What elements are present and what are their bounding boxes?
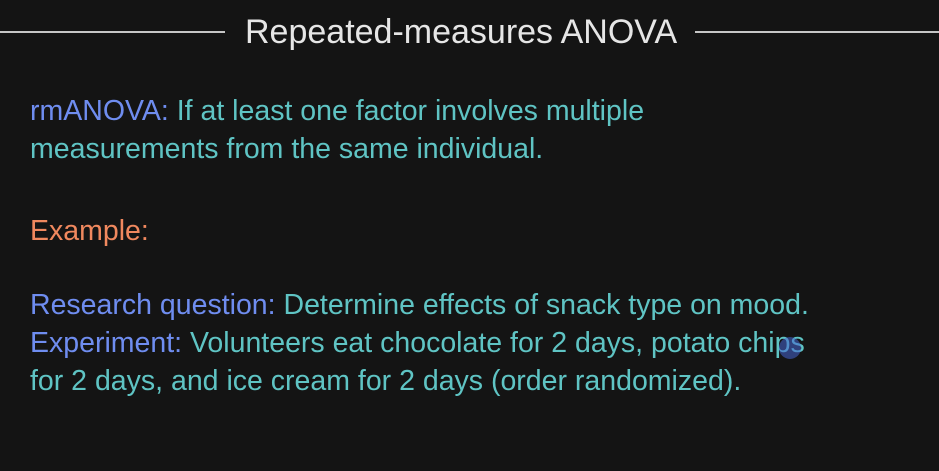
spacer [30,168,930,212]
research-question-text: Determine effects of snack type on mood. [275,289,809,321]
title-rule-right [695,31,939,33]
research-question-line: Research question: Determine effects of … [30,286,930,324]
research-question-label: Research question: [30,289,276,321]
experiment-line-1: Experiment: Volunteers eat chocolate for… [30,324,930,362]
experiment-line-2: for 2 days, and ice cream for 2 days (or… [30,365,742,397]
slide-title: Repeated-measures ANOVA [245,12,678,51]
definition-text: If at least one factor involves multiple [168,95,645,127]
title-rule-left [0,31,225,33]
experiment-label: Experiment: [30,327,183,359]
definition-line-1: rmANOVA: If at least one factor involves… [30,92,930,130]
spacer [30,250,930,286]
experiment-text: Volunteers eat chocolate for 2 days, pot… [182,327,805,359]
title-row: Repeated-measures ANOVA [0,10,939,54]
definition-label: rmANOVA: [30,95,169,127]
pointer-highlight-icon [779,337,801,359]
definition-line-2: measurements from the same individual. [30,133,544,165]
example-label: Example: [30,215,149,247]
slide-content: rmANOVA: If at least one factor involves… [30,92,930,400]
